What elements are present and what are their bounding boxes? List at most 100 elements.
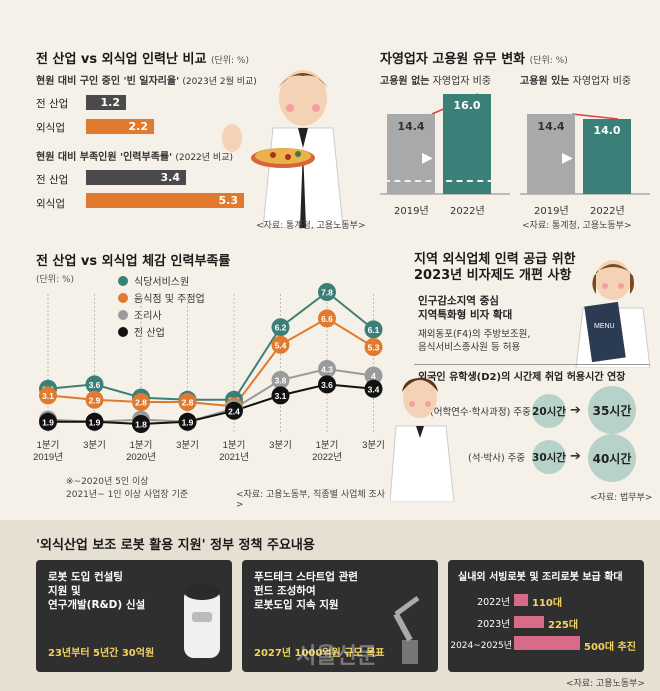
bar-shortage-all: 3.4: [86, 170, 186, 185]
data-label: 4.3: [321, 365, 333, 375]
point-marker: [132, 415, 150, 433]
p2-line2: 펀드 조성하여: [254, 585, 316, 597]
point-marker: [271, 371, 290, 389]
section2-source: <자료: 통계청, 고용노동부>: [522, 221, 632, 231]
section-visa: 지역 외식업체 인력 공급 위한 2023년 비자제도 개편 사항 인구감소지역…: [390, 244, 660, 514]
data-label: 2.9: [89, 395, 101, 405]
data-label: 2.8: [135, 398, 147, 408]
data-label: 2.4: [228, 406, 240, 416]
point-marker: [364, 379, 383, 398]
data-point: 3.1: [271, 386, 290, 405]
robot-section-title: '외식산업 보조 로봇 활용 지원' 정부 정책 주요내용: [36, 538, 315, 553]
visa-source: <자료: 법무부>: [590, 493, 653, 503]
x-tick-label: 2020년: [126, 452, 156, 463]
point-marker: [225, 401, 243, 420]
data-label: 6.1: [368, 325, 380, 335]
point-marker: [364, 320, 383, 339]
visa-box-title-1: 인구감소지역 중심: [418, 295, 499, 307]
p3-year: 2022년: [477, 597, 510, 608]
data-label: 5.3: [368, 343, 380, 353]
x-tick-label: 3분기: [83, 440, 106, 451]
legend-swatch: [118, 292, 128, 303]
sub1-note: (2023년 2월 비교): [182, 77, 257, 87]
bar-value: 14.4: [537, 120, 565, 133]
x-tick-label: 3분기: [362, 440, 385, 451]
p3-value: 500대 추진: [584, 642, 636, 653]
data-label: 3.8: [275, 376, 287, 386]
data-label: 2.8: [182, 398, 194, 408]
visa-title: 지역 외식업체 인력 공급 위한 2023년 비자제도 개편 사항: [414, 252, 576, 284]
data-point: 2.9: [85, 390, 104, 409]
visa-box-text-2: 음식서비스종사원 등 허용: [418, 342, 521, 353]
point-marker: [271, 335, 290, 354]
p3-year: 2024~2025년: [450, 641, 512, 651]
data-point: 4.3: [318, 360, 336, 378]
p3-bar-2022: [514, 594, 528, 606]
sub2-note: (2022년 비교): [175, 153, 233, 163]
data-point: 3.6: [85, 375, 104, 394]
bar-shortage-food: 5.3: [86, 193, 244, 208]
chart-note2: 2021년~ 1인 이상 사업장 기준: [66, 490, 189, 500]
data-point: 3.4: [364, 379, 383, 398]
p1-highlight: 23년부터 5년간 30억원: [48, 648, 155, 659]
arrow-icon: ▶: [422, 150, 433, 166]
legend-label: 음식점 및 주점업: [134, 294, 205, 305]
divider: [414, 364, 650, 365]
point-marker: [85, 390, 104, 409]
visa-sub-title: 외국인 유학생(D2)의 시간제 취업 허용시간 연장: [418, 372, 626, 383]
data-point: 3.6: [318, 375, 336, 394]
left-label: 자영업자 비중: [432, 76, 492, 87]
data-point: 5.3: [364, 338, 383, 356]
bar-label: 외식업: [36, 122, 65, 134]
cooking-robot-icon: [184, 584, 220, 658]
section1-source: <자료: 통계청, 고용노동부>: [256, 221, 366, 231]
bar-value: 1.2: [100, 96, 121, 109]
p3-bar-2023: [514, 616, 544, 628]
p1-line1: 로봇 도입 컨설팅: [48, 571, 123, 583]
data-point: 4: [364, 366, 383, 385]
data-point: 1.9: [85, 412, 104, 431]
right-label-bold: 고용원 있는: [520, 76, 570, 87]
p2-highlight: 2027년 1000억원 규모 목표: [254, 648, 385, 659]
x-tick-label: 1분기: [37, 440, 60, 451]
robot-source: <자료: 고용노동부>: [566, 679, 645, 689]
point-marker: [318, 360, 336, 378]
year-label: 2019년: [534, 206, 569, 217]
p2-line3: 로봇도입 지속 지원: [254, 599, 339, 611]
bar-label: 외식업: [36, 198, 65, 210]
data-label: 1.9: [89, 417, 101, 427]
woman-menu-illustration: MENU: [575, 260, 651, 368]
bar-label: 전 산업: [36, 98, 69, 110]
p1-text: 로봇 도입 컨설팅 지원 및 연구개발(R&D) 신설: [48, 570, 145, 612]
data-point: 3.1: [39, 386, 57, 405]
point-marker: [85, 375, 104, 394]
row1-label: (어학연수·학사과정) 주중: [430, 407, 531, 418]
p1-line2: 지원 및: [48, 585, 81, 597]
data-point: 1.9: [178, 412, 197, 431]
data-label: 1.9: [182, 417, 194, 427]
watermark: 서울신문: [296, 644, 377, 669]
sub2-text: 현원 대비 부족인원 '인력부족률': [36, 152, 173, 163]
bar-vacancy-food: 2.2: [86, 119, 154, 134]
data-label: 3.6: [321, 380, 333, 390]
data-point: 2.8: [132, 393, 150, 411]
row1-from: 20시간: [532, 394, 566, 428]
visa-box-title-2: 지역특화형 비자 확대: [418, 309, 513, 321]
section1-title-text: 전 산업 vs 외식업 인력난 비교: [36, 52, 207, 67]
sub2: 현원 대비 부족인원 '인력부족률' (2022년 비교): [36, 148, 233, 163]
point-marker: [178, 412, 197, 431]
legend-label: 전 산업: [134, 328, 165, 339]
legend-item: 음식점 및 주점업: [118, 289, 205, 306]
bar-right-2022: [583, 119, 631, 194]
bar-value: 16.0: [453, 99, 481, 112]
line-chart-unit: (단위: %): [36, 275, 75, 285]
point-marker: [39, 386, 57, 405]
svg-text:MENU: MENU: [594, 323, 615, 330]
left-chart-label: 고용원 없는 자영업자 비중: [380, 72, 491, 87]
line-chart-title: 전 산업 vs 외식업 체감 인력부족률: [36, 254, 231, 269]
legend-item: 식당서비스원: [118, 272, 205, 289]
legend-swatch: [118, 309, 128, 320]
data-label: 3.4: [368, 384, 380, 394]
right-bar-chart: [520, 113, 650, 195]
data-point: 3.8: [271, 371, 290, 389]
